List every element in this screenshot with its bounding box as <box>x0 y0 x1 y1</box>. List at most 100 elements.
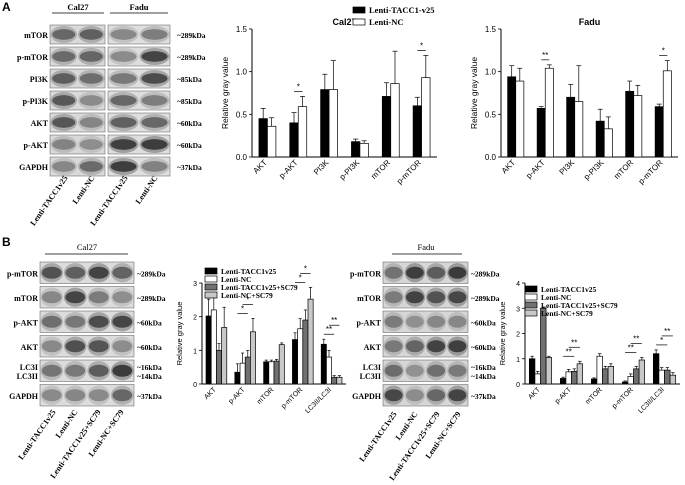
bar <box>540 307 547 385</box>
bar <box>566 96 576 158</box>
y-tick-label: 2 <box>193 315 197 322</box>
x-tick-label: AKT <box>527 386 542 401</box>
bar <box>633 95 643 158</box>
blot-band <box>65 315 86 328</box>
blot-band <box>448 389 467 402</box>
y-tick-label: 4 <box>516 281 520 288</box>
blot-band <box>79 95 103 106</box>
blot-kda-label: ~60kDa <box>177 141 202 150</box>
legend-label: Lenti-TACC1v25+SC79 <box>541 301 618 310</box>
x-tick-label: p-AKT <box>228 386 247 405</box>
bar <box>507 76 517 158</box>
blot-band <box>52 73 76 84</box>
blot-band <box>65 291 86 304</box>
blot-kda-label: ~60kDa <box>137 343 162 352</box>
blot-band <box>112 340 133 353</box>
bar <box>210 309 217 385</box>
blot-band <box>110 139 137 150</box>
legend-label: Lenti-TACC1v25+SC79 <box>221 283 298 292</box>
bar <box>326 356 332 385</box>
lane-label: Lenti-TACC1v25 <box>16 408 57 461</box>
blot-band <box>110 73 137 84</box>
blot-band <box>112 315 133 328</box>
bar <box>603 128 613 158</box>
blot-band <box>112 364 133 377</box>
bar <box>596 355 603 385</box>
blot-kda-label: ~37kDa <box>137 392 162 401</box>
blot-protein-label: mTOR <box>14 294 38 303</box>
legend-swatch <box>524 293 538 301</box>
blot-band <box>110 29 137 40</box>
bar <box>273 360 280 385</box>
blot-band <box>141 73 168 84</box>
significance-label: * <box>246 295 249 304</box>
blot-band <box>384 340 403 353</box>
bar <box>289 122 299 158</box>
significance-label: * <box>660 336 663 345</box>
blot-band <box>405 315 424 328</box>
legend-label: Lenti-NC+SC79 <box>221 291 273 300</box>
blot-protein-label: p-mTOR <box>17 53 48 62</box>
blot-kda-label: ~60kDa <box>137 318 162 327</box>
x-tick-label: p-PI3K <box>338 158 362 182</box>
bar-chart-b-fadu: 0 1 2 3 4 Relative gray value AKT p-AKT mTOR p-mT… <box>498 281 680 415</box>
bar <box>621 381 629 385</box>
blot-band <box>448 315 467 328</box>
blot-band <box>384 364 403 377</box>
blot-protein-label: mTOR <box>24 31 48 40</box>
bar <box>278 344 285 385</box>
legend-swatch <box>352 18 366 26</box>
western-blot-b-fadu: p-mTOR ~289kDa mTOR ~289kDa p-AKT ~60kDa AKT ~6… <box>350 242 500 482</box>
significance-label: * <box>241 304 244 313</box>
significance-label: ** <box>571 338 577 347</box>
blot-band <box>112 266 133 279</box>
bar <box>652 353 660 385</box>
y-tick-label: 0 <box>516 382 520 389</box>
significance-label: ** <box>326 325 332 334</box>
bar <box>412 105 422 158</box>
blot-protein-label: LC3II <box>360 372 381 381</box>
bar <box>302 319 309 385</box>
blot-band <box>41 315 62 328</box>
x-tick-label: AKT <box>500 158 517 175</box>
blot-protein-label: p-AKT <box>14 318 39 327</box>
x-tick-label: AKT <box>251 158 268 175</box>
y-tick-label: 0 <box>193 382 197 389</box>
significance-label: * <box>304 264 307 273</box>
legend-label: Lenti-NC <box>369 17 403 27</box>
bar <box>571 371 578 385</box>
legend-swatch <box>204 267 218 275</box>
western-blot-b-cal27: p-mTOR ~289kDa mTOR ~289kDa p-AKT ~60kDa AKT ~6… <box>7 242 166 480</box>
blot-protein-label: GAPDH <box>9 392 39 401</box>
bar <box>258 118 268 158</box>
blot-band <box>79 73 103 84</box>
blot-kda-label: ~14kDa <box>471 372 496 381</box>
bar-chart-a-fadu: 0.0 0.5 1.0 1.5 Relative gray value Fadu AKT p-… <box>469 17 678 186</box>
bar <box>205 315 212 385</box>
blot-band <box>65 266 86 279</box>
bar <box>331 376 338 385</box>
y-tick-label: 3 <box>193 281 197 288</box>
blot-kda-label: ~289kDa <box>177 31 206 40</box>
blot-band <box>427 291 446 304</box>
legend-a: Lenti-TACC1-v25 Lenti-NC <box>352 5 434 27</box>
chart-title: Fadu <box>579 17 601 27</box>
bar <box>263 361 270 385</box>
blot-band <box>41 291 62 304</box>
bar <box>297 328 304 385</box>
blot-kda-label: ~16kDa <box>137 363 162 372</box>
blot-band <box>141 139 168 150</box>
blot-strip <box>39 335 135 358</box>
y-axis-label: Relative gray value <box>220 57 230 130</box>
blot-kda-label: ~60kDa <box>471 343 496 352</box>
panel-label-b: B <box>2 235 11 249</box>
blot-strip <box>39 359 135 382</box>
blot-band <box>65 364 86 377</box>
blot-band <box>384 315 403 328</box>
blot-band <box>65 340 86 353</box>
y-axis-label: Relative gray value <box>469 57 479 130</box>
y-tick-label: 0.5 <box>485 110 497 119</box>
y-tick-label: 0.0 <box>236 153 248 162</box>
blot-band <box>141 161 168 172</box>
blot-band <box>141 95 168 106</box>
